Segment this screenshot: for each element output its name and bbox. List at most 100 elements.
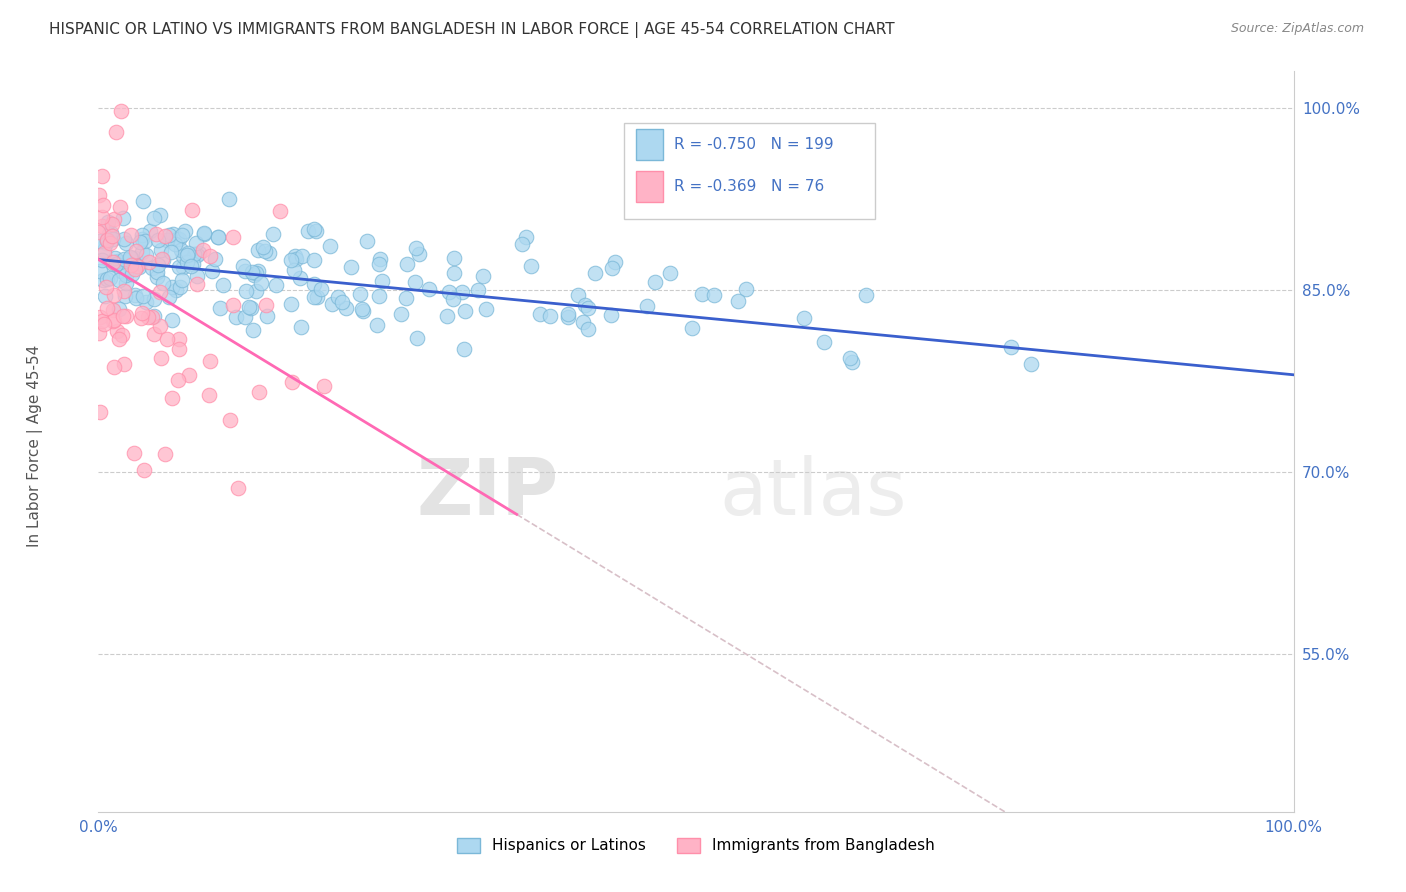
Legend: Hispanics or Latinos, Immigrants from Bangladesh: Hispanics or Latinos, Immigrants from Ba…: [451, 831, 941, 860]
Point: [155, 228, 177, 243]
Point: [583, 267, 606, 281]
Point: [330, 294, 353, 309]
Point: [149, 209, 172, 223]
Point: [89, 310, 111, 325]
Point: [186, 269, 208, 284]
Point: [132, 194, 155, 208]
Point: [471, 268, 494, 283]
Point: [150, 252, 173, 266]
Point: [103, 313, 125, 327]
Point: [132, 463, 155, 477]
Point: [165, 236, 187, 251]
Point: [142, 211, 165, 225]
Point: [149, 351, 172, 366]
Point: [370, 274, 392, 288]
Point: [131, 306, 153, 320]
Point: [107, 302, 129, 317]
Point: [603, 255, 626, 269]
Point: [149, 285, 172, 300]
Point: [290, 319, 312, 334]
FancyBboxPatch shape: [637, 171, 662, 202]
Point: [100, 226, 122, 240]
Point: [114, 289, 136, 303]
Point: [146, 258, 169, 272]
Text: In Labor Force | Age 45-54: In Labor Force | Age 45-54: [27, 345, 44, 547]
Point: [173, 224, 195, 238]
Point: [727, 294, 749, 309]
Point: [146, 269, 169, 284]
Point: [103, 360, 125, 375]
Point: [574, 298, 596, 312]
Point: [183, 247, 205, 261]
Point: [96, 233, 118, 247]
Point: [141, 310, 163, 324]
Point: [288, 270, 311, 285]
Point: [125, 291, 148, 305]
Point: [103, 211, 125, 226]
Point: [149, 319, 172, 334]
Point: [475, 301, 498, 316]
Point: [96, 301, 118, 315]
Point: [218, 192, 240, 206]
Point: [112, 232, 135, 246]
Point: [101, 232, 124, 246]
Point: [129, 311, 152, 326]
Point: [391, 307, 413, 321]
Point: [184, 236, 207, 251]
Point: [101, 257, 124, 271]
Point: [186, 277, 208, 291]
Point: [143, 293, 166, 307]
Point: [115, 309, 138, 323]
Point: [142, 327, 165, 342]
Point: [453, 342, 475, 356]
Point: [280, 253, 302, 268]
Point: [349, 287, 371, 301]
Point: [97, 215, 120, 229]
Point: [170, 243, 193, 257]
Point: [177, 368, 200, 382]
Point: [101, 228, 124, 243]
Point: [283, 263, 305, 277]
Point: [405, 242, 427, 256]
Point: [233, 310, 256, 324]
Point: [451, 285, 474, 300]
Point: [256, 309, 278, 323]
Point: [124, 244, 146, 258]
Point: [180, 259, 202, 273]
Point: [305, 224, 328, 238]
Point: [209, 301, 232, 315]
Point: [111, 328, 134, 343]
Point: [157, 228, 180, 243]
Point: [188, 245, 211, 260]
Point: [177, 246, 200, 260]
Point: [193, 227, 215, 242]
Point: [162, 391, 184, 405]
Point: [96, 272, 118, 286]
Text: Source: ZipAtlas.com: Source: ZipAtlas.com: [1230, 22, 1364, 36]
Point: [176, 255, 198, 269]
Point: [235, 284, 257, 298]
Point: [408, 246, 430, 260]
Point: [155, 233, 177, 247]
Text: HISPANIC OR LATINO VS IMMIGRANTS FROM BANGLADESH IN LABOR FORCE | AGE 45-54 CORR: HISPANIC OR LATINO VS IMMIGRANTS FROM BA…: [49, 22, 894, 38]
Point: [222, 229, 245, 244]
Point: [156, 333, 179, 347]
Point: [1019, 357, 1042, 371]
Point: [249, 277, 271, 291]
Point: [658, 266, 681, 280]
Point: [198, 388, 221, 402]
Point: [204, 252, 226, 266]
Point: [193, 227, 215, 241]
Point: [157, 290, 180, 304]
Point: [304, 222, 326, 236]
Point: [735, 283, 758, 297]
Point: [257, 245, 280, 260]
Point: [228, 481, 250, 495]
Point: [98, 236, 121, 251]
Point: [838, 351, 860, 365]
Point: [98, 271, 121, 285]
Point: [467, 283, 489, 297]
Point: [121, 267, 143, 281]
Point: [110, 264, 132, 278]
Point: [207, 230, 229, 244]
